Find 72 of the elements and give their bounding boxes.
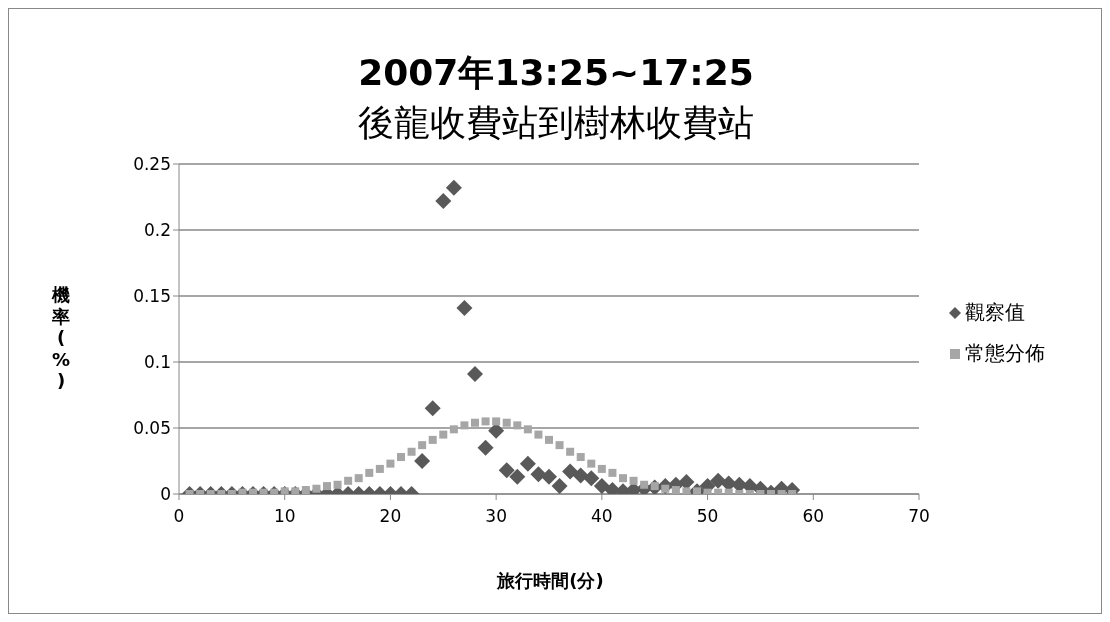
point: [619, 474, 627, 483]
x-tick-label: 10: [273, 506, 296, 527]
x-tick-label: 20: [379, 506, 402, 527]
point: [541, 468, 557, 485]
point: [386, 459, 395, 468]
chart-subtitle: 後龍收費站到樹林收費站: [357, 101, 755, 145]
point: [530, 466, 547, 483]
point: [397, 453, 405, 462]
point: [597, 464, 606, 473]
x-tick-label: 0: [173, 506, 185, 527]
point: [301, 486, 310, 494]
legend-label: 觀察值: [965, 299, 1025, 326]
point: [375, 464, 384, 473]
legend-label: 常態分佈: [965, 340, 1045, 367]
point: [418, 441, 427, 450]
point: [629, 476, 638, 485]
x-tick-label: 30: [485, 506, 507, 527]
x-tick-label: 40: [591, 506, 613, 527]
point: [449, 425, 458, 434]
point: [291, 487, 300, 494]
y-tick-label: 0.15: [133, 286, 171, 307]
y-tick-label: 0.05: [133, 418, 171, 439]
y-tick-label: 0.25: [133, 154, 171, 175]
point: [471, 418, 479, 427]
point: [587, 459, 596, 468]
y-tick-label: 0: [160, 484, 171, 505]
point: [682, 487, 691, 494]
point: [498, 462, 515, 479]
point: [344, 476, 353, 485]
point: [562, 463, 579, 480]
point: [593, 478, 610, 494]
y-tick-label: 0.2: [143, 220, 171, 241]
point: [323, 482, 331, 491]
point: [414, 453, 431, 469]
point: [439, 430, 448, 439]
point: [424, 400, 441, 417]
point: [523, 425, 532, 434]
y-tick-label: 0.1: [143, 352, 171, 373]
point: [519, 455, 536, 472]
point: [502, 418, 511, 427]
point: [354, 474, 363, 483]
point: [280, 487, 289, 494]
point: [576, 453, 585, 462]
point: [608, 468, 617, 477]
x-axis-title: 旅行時間(分): [496, 569, 605, 593]
x-tick-label: 50: [696, 506, 719, 527]
point: [534, 430, 543, 439]
point: [671, 486, 680, 494]
point: [467, 365, 483, 382]
point: [492, 417, 501, 426]
point: [407, 447, 416, 456]
point: [428, 435, 437, 444]
point: [513, 421, 522, 430]
point: [583, 470, 600, 487]
point: [460, 421, 469, 430]
point: [566, 447, 575, 456]
x-tick-label: 70: [908, 506, 930, 527]
x-tick-label: 60: [802, 506, 825, 527]
point: [365, 468, 374, 477]
point: [509, 468, 526, 485]
point: [555, 441, 564, 450]
point: [312, 484, 321, 493]
point: [481, 417, 490, 426]
point: [551, 478, 568, 494]
point: [333, 480, 342, 489]
point: [249, 488, 257, 494]
point: [477, 439, 494, 456]
point: [545, 435, 553, 444]
y-axis-title: 機率(%): [50, 284, 71, 392]
chart-title: 2007年13:25~17:25: [357, 51, 755, 95]
point: [710, 472, 727, 489]
point: [572, 467, 589, 484]
